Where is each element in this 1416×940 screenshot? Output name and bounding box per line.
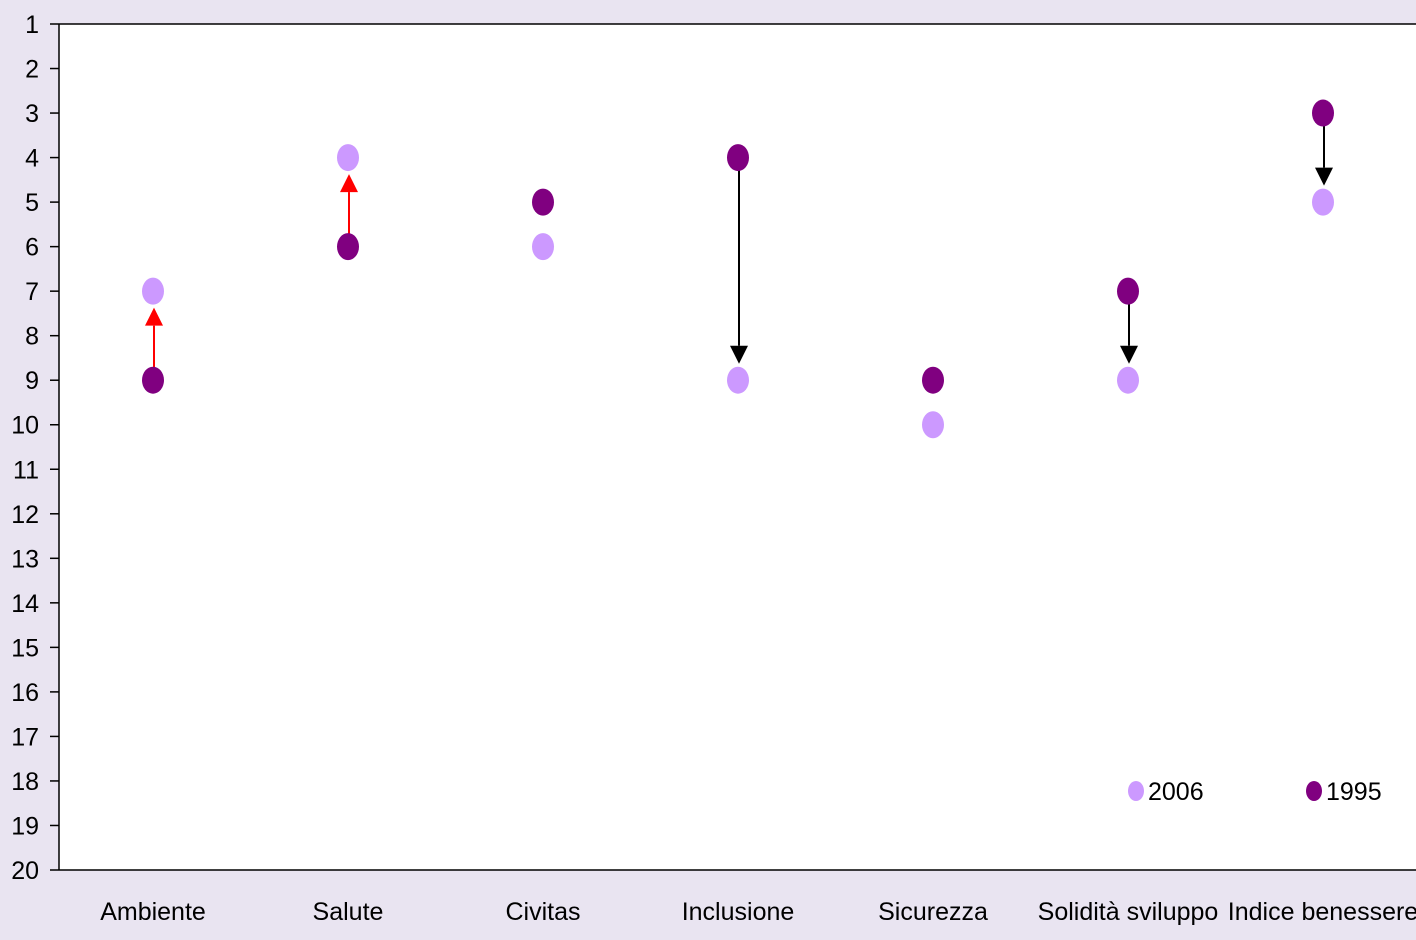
y-tick-label: 9 xyxy=(25,367,39,395)
y-tick-label: 2 xyxy=(25,56,39,84)
y-tick-label: 8 xyxy=(25,323,39,351)
change-arrow-head xyxy=(1120,345,1138,364)
y-tick-label: 18 xyxy=(11,768,39,796)
y-tick-label: 6 xyxy=(25,234,39,262)
x-category-label: Civitas xyxy=(505,898,580,926)
x-category-label: Salute xyxy=(313,898,384,926)
point-1995 xyxy=(922,366,944,394)
point-1995 xyxy=(337,233,359,261)
y-tick-label: 15 xyxy=(11,634,39,662)
y-tick-label: 5 xyxy=(25,189,39,217)
legend-marker-1995 xyxy=(1306,781,1322,801)
point-2006 xyxy=(142,277,164,305)
y-tick-label: 20 xyxy=(11,857,39,885)
y-tick-label: 16 xyxy=(11,679,39,707)
point-1995 xyxy=(1312,99,1334,127)
change-arrow-head xyxy=(145,307,163,326)
point-2006 xyxy=(727,366,749,394)
y-tick-label: 19 xyxy=(11,812,39,840)
point-2006 xyxy=(337,144,359,172)
x-category-label: Sicurezza xyxy=(878,898,988,926)
y-tick-label: 14 xyxy=(11,590,39,618)
legend-label-2006: 2006 xyxy=(1148,778,1204,806)
x-category-label: Ambiente xyxy=(100,898,206,926)
x-category-label: Inclusione xyxy=(682,898,795,926)
point-1995 xyxy=(142,366,164,394)
legend-marker-2006 xyxy=(1128,781,1144,801)
y-tick-label: 1 xyxy=(25,11,39,39)
x-category-label: Solidità sviluppo xyxy=(1038,898,1219,926)
x-category-label: Indice benessere xyxy=(1228,898,1416,926)
change-arrow-head xyxy=(1315,167,1333,186)
point-1995 xyxy=(532,188,554,216)
y-tick-label: 7 xyxy=(25,278,39,306)
point-1995 xyxy=(727,144,749,172)
y-tick-label: 13 xyxy=(11,545,39,573)
y-tick-label: 11 xyxy=(13,456,39,484)
y-tick-label: 17 xyxy=(11,723,39,751)
legend-label-1995: 1995 xyxy=(1326,778,1382,806)
y-tick-label: 3 xyxy=(25,100,39,128)
point-2006 xyxy=(532,233,554,261)
point-2006 xyxy=(1117,366,1139,394)
y-tick-label: 10 xyxy=(11,412,39,440)
point-1995 xyxy=(1117,277,1139,305)
legend: 2006 1995 xyxy=(1128,778,1382,806)
y-tick-label: 12 xyxy=(11,501,39,529)
change-arrow-head xyxy=(340,174,358,193)
change-arrow-head xyxy=(730,345,748,364)
point-2006 xyxy=(922,411,944,439)
point-2006 xyxy=(1312,188,1334,216)
y-tick-label: 4 xyxy=(25,145,39,173)
